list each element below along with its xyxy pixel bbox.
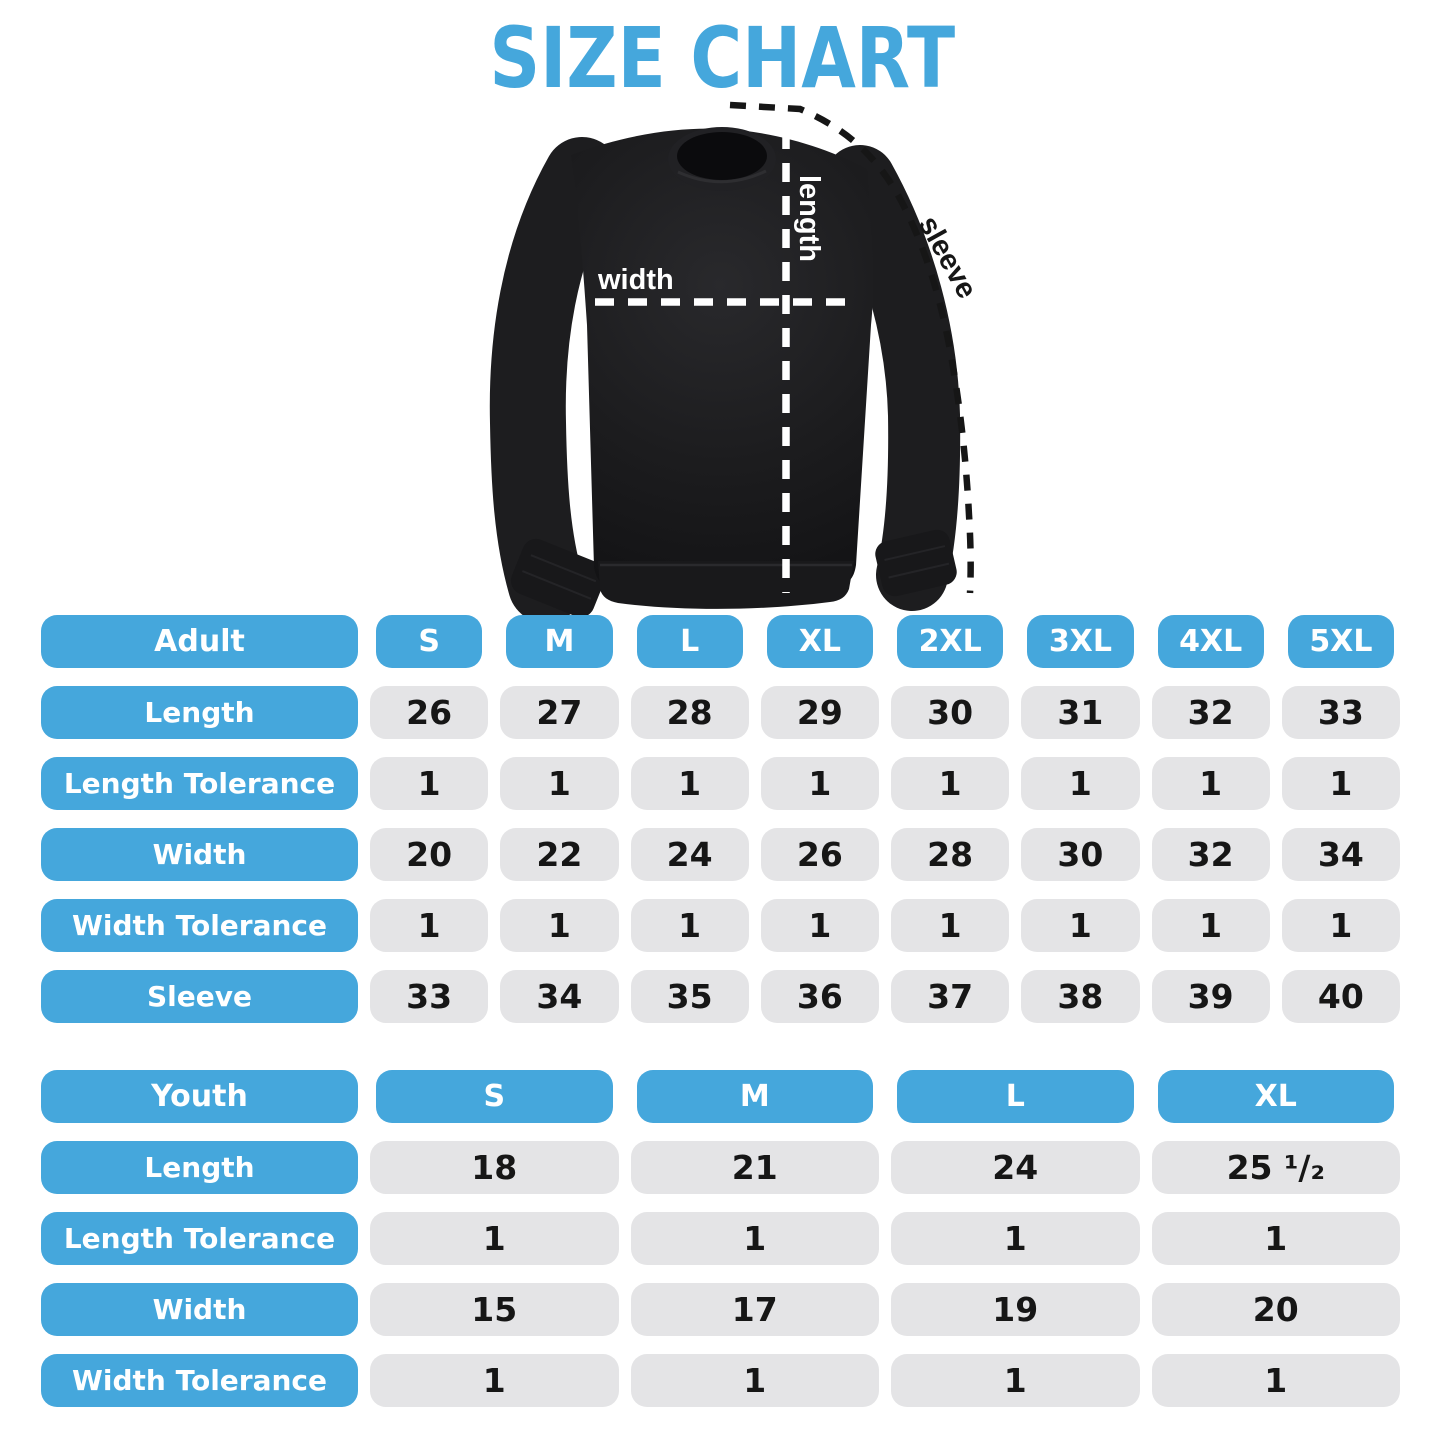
value-cell: 1: [1151, 1354, 1400, 1407]
value-cell: 1: [370, 1212, 619, 1265]
value-cell: 1: [760, 757, 879, 810]
value-cell: 24: [891, 1141, 1140, 1194]
length-label: length: [793, 175, 825, 262]
value-cell: 1: [1281, 899, 1400, 952]
size-header-cell: S: [376, 615, 483, 668]
value-cell: 19: [891, 1283, 1140, 1336]
value-cell: 18: [370, 1141, 619, 1194]
value-cell: 24: [630, 828, 749, 881]
row-label-cell: Width Tolerance: [41, 1354, 358, 1407]
size-header-cell: XL: [766, 615, 873, 668]
youth-size-table: Youth S M L XL Length 18 21 24 25 ¹/₂ Length Toler…: [41, 1070, 1400, 1407]
hem-band: [598, 561, 854, 609]
value-cell: 1: [500, 757, 619, 810]
value-cell: 20: [1151, 1283, 1400, 1336]
value-cell: 37: [891, 970, 1010, 1023]
value-cell: 33: [1281, 686, 1400, 739]
size-header-cell: M: [636, 1070, 873, 1123]
value-cell: 1: [630, 757, 749, 810]
row-label-cell: Width Tolerance: [41, 899, 358, 952]
width-label: width: [597, 264, 674, 296]
sweatshirt-sleeves: [489, 137, 961, 623]
value-cell: 17: [630, 1283, 879, 1336]
table-title-cell: Adult: [41, 615, 358, 668]
row-label-cell: Length Tolerance: [41, 1212, 358, 1265]
value-cell: 1: [630, 1212, 879, 1265]
sweatshirt-figure: width length sleeve: [430, 85, 1030, 623]
value-cell: 27: [500, 686, 619, 739]
value-cell: 30: [891, 686, 1010, 739]
value-cell: 1: [1021, 899, 1140, 952]
value-cell: 1: [370, 757, 489, 810]
value-cell: 1: [630, 1354, 879, 1407]
table-title-cell: Youth: [41, 1070, 358, 1123]
value-cell: 38: [1021, 970, 1140, 1023]
sweatshirt-body: [571, 128, 874, 595]
value-cell: 28: [891, 828, 1010, 881]
page-title-text: SIZE CHART: [489, 9, 956, 107]
value-cell: 30: [1021, 828, 1140, 881]
page-title: SIZE CHART: [0, 16, 1445, 100]
value-cell: 40: [1281, 970, 1400, 1023]
row-label-cell: Width: [41, 1283, 358, 1336]
sweatshirt-diagram: width length sleeve: [489, 101, 983, 623]
size-header-cell: L: [636, 615, 743, 668]
value-cell: 34: [500, 970, 619, 1023]
value-cell: 32: [1151, 828, 1270, 881]
value-cell: 1: [760, 899, 879, 952]
value-cell: 31: [1021, 686, 1140, 739]
row-label-cell: Length: [41, 686, 358, 739]
value-cell: 21: [630, 1141, 879, 1194]
row-label-cell: Width: [41, 828, 358, 881]
value-cell: 20: [370, 828, 489, 881]
value-cell: 1: [891, 757, 1010, 810]
value-cell: 15: [370, 1283, 619, 1336]
value-cell: 1: [891, 899, 1010, 952]
size-header-cell: 3XL: [1027, 615, 1134, 668]
size-header-cell: 5XL: [1287, 615, 1394, 668]
collar: [668, 127, 776, 191]
value-cell: 1: [1151, 899, 1270, 952]
size-header-cell: L: [897, 1070, 1134, 1123]
value-cell: 1: [1281, 757, 1400, 810]
size-header-cell: S: [376, 1070, 613, 1123]
right-cuff: [875, 529, 957, 597]
value-cell: 33: [370, 970, 489, 1023]
value-cell: 1: [891, 1212, 1140, 1265]
value-cell: 39: [1151, 970, 1270, 1023]
value-cell: 25 ¹/₂: [1151, 1141, 1400, 1194]
sleeve-measure-line: [729, 101, 974, 594]
value-cell: 22: [500, 828, 619, 881]
value-cell: 28: [630, 686, 749, 739]
size-header-cell: 2XL: [897, 615, 1004, 668]
value-cell: 1: [630, 899, 749, 952]
row-label-cell: Sleeve: [41, 970, 358, 1023]
adult-size-table: Adult S M L XL 2XL 3XL 4XL 5XL Length 26 27 28 29 30 31…: [41, 615, 1400, 1023]
value-cell: 1: [370, 1354, 619, 1407]
value-cell: 1: [1021, 757, 1140, 810]
value-cell: 35: [630, 970, 749, 1023]
value-cell: 34: [1281, 828, 1400, 881]
size-header-cell: M: [506, 615, 613, 668]
value-cell: 1: [1151, 757, 1270, 810]
value-cell: 1: [1151, 1212, 1400, 1265]
value-cell: 1: [370, 899, 489, 952]
value-cell: 36: [760, 970, 879, 1023]
value-cell: 1: [891, 1354, 1140, 1407]
size-header-cell: 4XL: [1157, 615, 1264, 668]
row-label-cell: Length Tolerance: [41, 757, 358, 810]
row-label-cell: Length: [41, 1141, 358, 1194]
value-cell: 29: [760, 686, 879, 739]
value-cell: 32: [1151, 686, 1270, 739]
value-cell: 26: [760, 828, 879, 881]
value-cell: 26: [370, 686, 489, 739]
left-cuff: [510, 538, 606, 618]
size-header-cell: XL: [1157, 1070, 1394, 1123]
value-cell: 1: [500, 899, 619, 952]
